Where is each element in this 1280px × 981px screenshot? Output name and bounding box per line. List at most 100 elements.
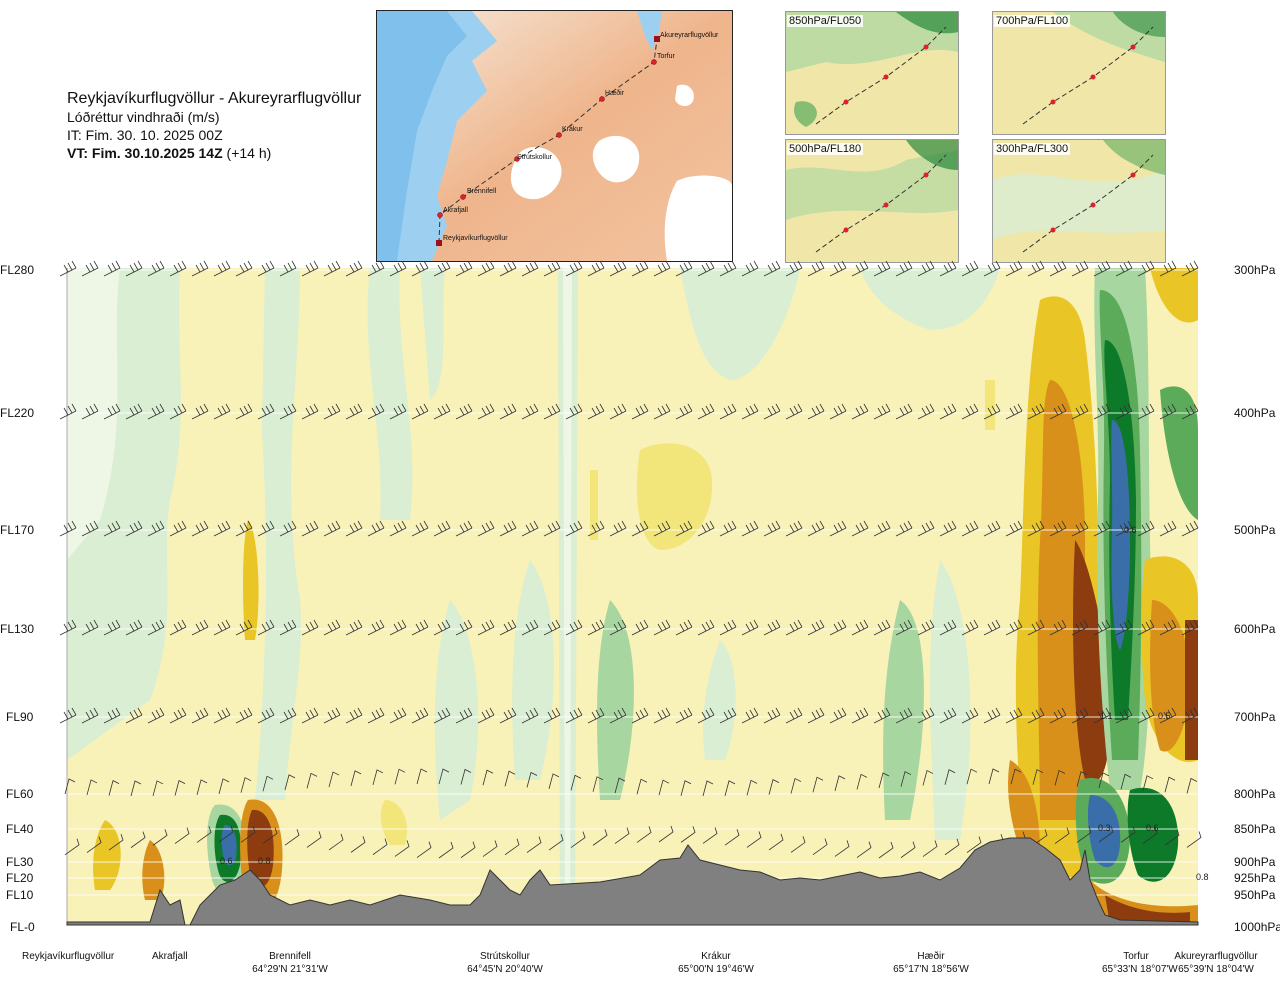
wind-barb: [323, 403, 341, 420]
wind-barb: [521, 403, 539, 420]
wind-barb: [345, 520, 363, 537]
wind-barb: [59, 619, 77, 636]
fl-label-130: FL130: [0, 622, 35, 636]
wind-barb: [1137, 260, 1155, 277]
wind-barb: [1115, 619, 1133, 636]
wind-barb: [1071, 260, 1089, 277]
wind-barb: [763, 707, 781, 724]
wind-barb-low: [746, 779, 758, 796]
flight-level-grid: [66, 268, 1198, 926]
thumb-700[interactable]: 700hPa/FL100: [992, 11, 1166, 135]
wind-barb: [895, 403, 913, 420]
loc-brennifell-coord: 64°29'N 21°31'W: [252, 964, 328, 975]
wind-barb-low: [966, 836, 982, 853]
wind-barb-low: [680, 780, 692, 796]
wind-barb: [477, 260, 495, 277]
wind-barb: [433, 520, 451, 537]
wind-barb: [521, 260, 539, 277]
wind-barb-low: [262, 775, 274, 792]
wind-barb-low: [1098, 772, 1110, 789]
wind-barb: [147, 403, 165, 420]
wind-barb: [1181, 403, 1199, 420]
wind-barb: [917, 403, 935, 420]
thumb-850[interactable]: 850hPa/FL050: [785, 11, 959, 135]
wind-barb: [873, 260, 891, 277]
wind-barb-low: [966, 768, 978, 785]
wind-barb: [367, 260, 385, 277]
wind-barb: [895, 520, 913, 537]
fl-label-30: FL30: [6, 855, 34, 869]
wind-barb: [719, 260, 737, 277]
wind-barb: [433, 260, 451, 277]
wind-barb: [1071, 520, 1089, 537]
wind-barb: [895, 707, 913, 724]
issue-time: IT: Fim. 30. 10. 2025 00Z: [67, 127, 223, 143]
wind-barb: [1027, 403, 1045, 420]
wind-barb: [81, 520, 99, 537]
wind-barb-low: [460, 841, 476, 858]
wind-barb: [983, 403, 1001, 420]
wind-barb: [125, 403, 143, 420]
wind-barb: [1159, 260, 1177, 277]
wind-barb: [873, 520, 891, 537]
wind-barb: [477, 403, 495, 420]
wind-barb-low: [108, 780, 120, 796]
wind-barb: [455, 619, 473, 636]
wind-barb-low: [1076, 771, 1088, 787]
wind-barb-low: [812, 776, 824, 793]
wind-barb: [81, 403, 99, 420]
wind-barb: [1049, 403, 1067, 420]
wind-barb: [147, 520, 165, 537]
wind-barb: [917, 260, 935, 277]
thumb-500[interactable]: 500hPa/FL180: [785, 139, 959, 263]
wind-barb: [411, 619, 429, 636]
wind-barb: [961, 403, 979, 420]
wind-barb: [785, 520, 803, 537]
wind-barb: [279, 520, 297, 537]
wind-barb: [169, 260, 187, 277]
wind-barb: [851, 707, 869, 724]
contour-label-4: 0.5: [1158, 711, 1171, 721]
terrain-profile: [66, 837, 1199, 926]
wind-barb: [323, 260, 341, 277]
wind-barb: [367, 403, 385, 420]
wind-barb: [1005, 260, 1023, 277]
wind-barb: [587, 403, 605, 420]
wind-barb-low: [394, 840, 410, 857]
wind-barb-low: [592, 829, 608, 846]
fl-label-90: FL90: [6, 710, 34, 724]
loc-brennifell: Brennifell 64°29'N 21°31'W: [245, 950, 335, 976]
wind-barb: [323, 707, 341, 724]
wind-barb: [169, 520, 187, 537]
wind-barb: [499, 403, 517, 420]
wind-barb: [1071, 403, 1089, 420]
wind-barb: [653, 707, 671, 724]
wind-barb: [675, 707, 693, 724]
wind-barb-low: [724, 829, 740, 846]
wind-barb-low: [702, 827, 718, 844]
thumb-500-graphic: [786, 140, 958, 262]
wind-barb: [807, 707, 825, 724]
wind-barb: [389, 403, 407, 420]
wind-barb: [323, 520, 341, 537]
wind-barb: [1181, 260, 1199, 277]
fl-label-170: FL170: [0, 523, 35, 537]
wind-barb: [389, 520, 407, 537]
wind-barb: [609, 520, 627, 537]
wind-barb: [565, 520, 583, 537]
wind-barb: [719, 707, 737, 724]
wind-barb-low: [86, 836, 102, 853]
thumb-300[interactable]: 300hPa/FL300: [992, 139, 1166, 263]
valid-time: VT: Fim. 30.10.2025 14Z (+14 h): [67, 144, 361, 162]
wind-barb: [455, 520, 473, 537]
wind-barb: [543, 403, 561, 420]
wind-barb: [213, 403, 231, 420]
loc-reykjavik: Reykjavíkurflugvöllur: [22, 950, 114, 963]
p-label-400: 400hPa: [1234, 406, 1276, 420]
wind-barb-low: [482, 840, 498, 857]
wind-barb: [1005, 707, 1023, 724]
wind-barb: [147, 619, 165, 636]
wind-barb: [1181, 707, 1199, 724]
wind-barb: [1049, 707, 1067, 724]
wind-barb: [411, 260, 429, 277]
